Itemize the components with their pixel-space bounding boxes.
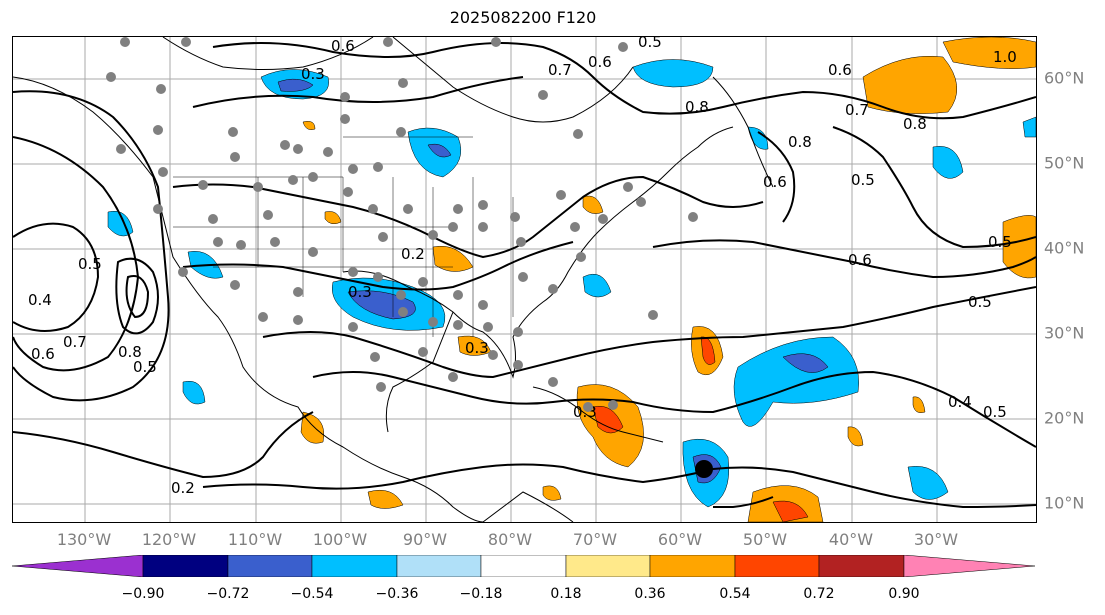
contour-label: 0.4 (948, 393, 972, 411)
contour-label: 0.2 (401, 245, 425, 263)
contour-label: 0.5 (133, 358, 157, 376)
contour-label: 0.4 (28, 291, 52, 309)
contour-label: 0.8 (685, 98, 709, 116)
lat-label: 50°N (1044, 153, 1085, 173)
positive-shading (300, 37, 1036, 522)
contour-lines (13, 42, 1036, 509)
lon-label: 120°W (141, 530, 197, 549)
contour-label: 0.5 (988, 233, 1012, 251)
contour-label: 0.8 (118, 343, 142, 361)
colorbar (12, 555, 1035, 577)
colorbar-segment (396, 555, 482, 577)
contour-label: 0.5 (851, 171, 875, 189)
colorbar-segment (227, 555, 313, 577)
contour-label: 1.0 (993, 48, 1017, 66)
colorbar-segment (734, 555, 820, 577)
colorbar-tick-label: 0.36 (634, 586, 666, 602)
contour-label: 0.5 (968, 293, 992, 311)
contour-label: 0.8 (788, 133, 812, 151)
contour-label: 0.8 (903, 115, 927, 133)
lat-label: 20°N (1044, 408, 1085, 428)
colorbar-segment (649, 555, 736, 577)
colorbar-tick-label: −0.72 (206, 586, 250, 602)
lat-label: 10°N (1044, 493, 1085, 513)
colorbar-tick-label: 0.54 (719, 586, 751, 602)
station-dots (106, 37, 698, 412)
colorbar-segment (142, 555, 229, 577)
contour-label: 0.5 (638, 37, 662, 51)
contour-label: 0.7 (63, 333, 87, 351)
lon-label: 90°W (402, 530, 448, 549)
contour-label-layer: 0.6 0.3 0.7 0.6 0.5 0.8 0.8 0.6 1.0 0.7 … (28, 37, 1017, 497)
contour-label: 0.5 (983, 403, 1007, 421)
storm-center-marker (695, 460, 713, 478)
contour-label: 0.6 (31, 345, 55, 363)
contour-label: 0.7 (845, 101, 869, 119)
lon-label: 50°W (742, 530, 788, 549)
colorbar-segment (565, 555, 651, 577)
lat-label: 60°N (1044, 68, 1085, 88)
lon-label: 130°W (56, 530, 112, 549)
lon-label: 80°W (487, 530, 533, 549)
colorbar-tick-label: 0.72 (803, 586, 835, 602)
lon-label: 40°W (828, 530, 874, 549)
colorbar-segment (903, 555, 1035, 577)
colorbar-segment (12, 555, 144, 577)
lon-label: 60°W (657, 530, 703, 549)
contour-label: 0.6 (763, 173, 787, 191)
lon-label: 30°W (913, 530, 959, 549)
lat-label: 30°N (1044, 323, 1085, 343)
colorbar-tick-label: −0.54 (290, 586, 334, 602)
colorbar-segment (480, 555, 567, 577)
map-svg: 0.6 0.3 0.7 0.6 0.5 0.8 0.8 0.6 1.0 0.7 … (13, 37, 1036, 522)
contour-label: 0.6 (848, 251, 872, 269)
contour-label: 0.3 (348, 283, 372, 301)
contour-label: 0.3 (301, 65, 325, 83)
lon-label: 70°W (572, 530, 618, 549)
colorbar-tick-label: −0.90 (121, 586, 165, 602)
contour-label: 0.6 (588, 53, 612, 71)
contour-label: 0.6 (331, 37, 355, 55)
colorbar-segment (818, 555, 905, 577)
colorbar-segment (311, 555, 398, 577)
lon-label: 110°W (227, 530, 283, 549)
lon-label: 100°W (312, 530, 368, 549)
colorbar-tick-label: 0.18 (550, 586, 582, 602)
contour-label: 0.2 (171, 479, 195, 497)
contour-label: 0.3 (465, 339, 489, 357)
contour-label: 0.6 (828, 61, 852, 79)
lat-label: 40°N (1044, 238, 1085, 258)
negative-shading (107, 59, 1036, 508)
figure-title: 2025082200 F120 (449, 8, 597, 27)
contour-label: 0.7 (548, 61, 572, 79)
colorbar-tick-label: −0.18 (459, 586, 503, 602)
colorbar-tick-label: 0.90 (888, 586, 920, 602)
colorbar-tick-label: −0.36 (375, 586, 419, 602)
coastlines (13, 37, 774, 522)
contour-label: 0.5 (78, 255, 102, 273)
map-panel: 0.6 0.3 0.7 0.6 0.5 0.8 0.8 0.6 1.0 0.7 … (12, 36, 1037, 523)
